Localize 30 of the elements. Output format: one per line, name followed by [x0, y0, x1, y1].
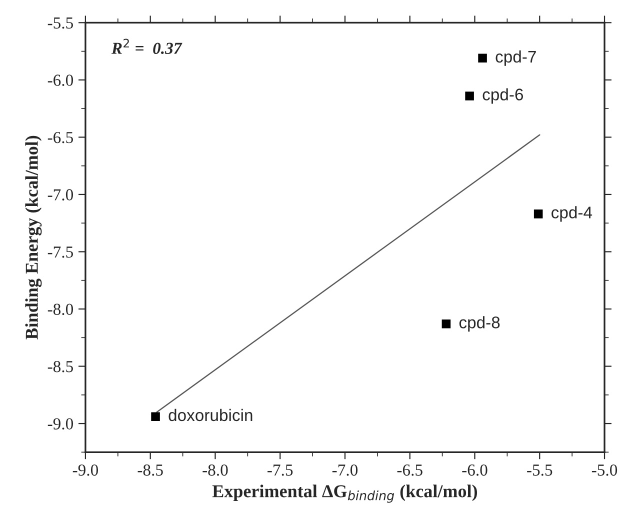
annotation: cpd-7: [496, 50, 536, 66]
y-tick-label: -5.5: [48, 18, 73, 29]
y-tick-label: -8.5: [48, 360, 73, 372]
y-tick-label: -7.5: [48, 246, 73, 258]
y-tick-label: -6.0: [48, 74, 74, 86]
y-tick-label: -7.0: [48, 189, 74, 200]
y-tick-label: -8.0: [48, 304, 74, 316]
x-tick-label: -9.0: [72, 464, 98, 476]
x-axis-title: Experimental ΔG$_{binding}$ (kcal/mol): [212, 484, 478, 503]
x-tick-label: -7.0: [332, 464, 358, 476]
y-axis-title: Binding Energy (kcal/mol): [25, 136, 42, 340]
annotation: cpd-4: [552, 206, 592, 222]
point: [534, 210, 543, 218]
x-tick-label: -5.5: [527, 464, 552, 476]
x-tick-label: -6.5: [397, 464, 422, 476]
y-tick-label: -6.5: [48, 132, 73, 144]
annotation: cpd-8: [459, 316, 500, 332]
x-tick-label: -6.0: [462, 464, 488, 476]
annotation: cpd-6: [482, 88, 524, 104]
x-tick-label: -7.5: [268, 464, 293, 476]
point: [151, 412, 160, 422]
point: [465, 92, 474, 100]
point: [442, 319, 451, 328]
annotation: doxorubicin: [168, 408, 252, 422]
point: [478, 54, 487, 63]
x-tick-label: -8.0: [202, 464, 228, 476]
y-tick-label: -9.0: [48, 418, 74, 430]
x-tick-label: -8.5: [138, 464, 163, 476]
annotation: R$^{2}$ = 0.37: [111, 38, 182, 54]
x-tick-label: -5.0: [592, 464, 618, 476]
